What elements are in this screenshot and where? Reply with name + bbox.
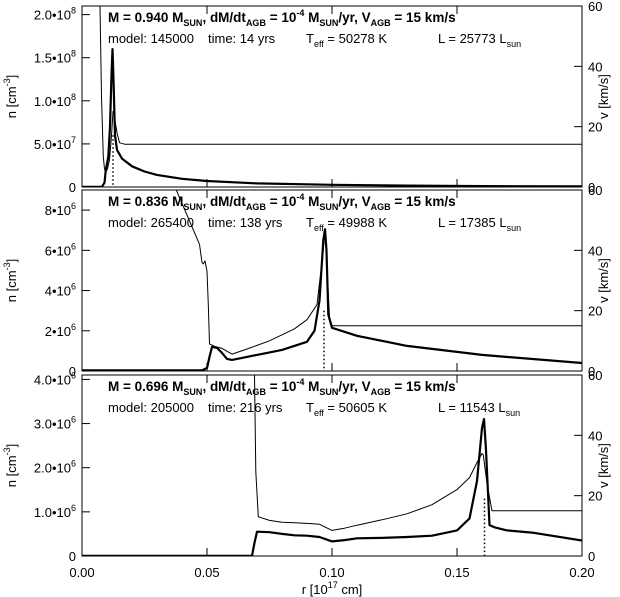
left-tick-label: 1.0•106 <box>34 503 76 520</box>
velocity-line <box>99 6 582 173</box>
model-label: model: 205000 <box>108 400 194 415</box>
x-axis-label: r [1017 cm] <box>302 580 363 597</box>
left-tick-label: 2•106 <box>45 322 76 339</box>
luminosity-label: L = 11543 Lsun <box>438 400 520 418</box>
y-left-axis-label: n [cm-3] <box>2 259 19 302</box>
time-label: time: 216 yrs <box>208 400 283 415</box>
density-line <box>82 418 582 556</box>
teff-label: Teff = 50278 K <box>306 31 387 49</box>
density-line <box>82 228 582 371</box>
x-tick-label: 0.10 <box>319 565 344 580</box>
right-tick-label: 20 <box>588 489 602 504</box>
left-tick-label: 1.0•108 <box>34 92 76 109</box>
teff-label: Teff = 49988 K <box>306 215 387 233</box>
y-left-axis-label: n [cm-3] <box>2 75 19 118</box>
left-tick-label: 6•106 <box>45 241 76 258</box>
teff-label: Teff = 50605 K <box>306 400 387 418</box>
right-tick-label: 40 <box>588 428 602 443</box>
panel-1: 0 20 40 60 n [cm-3] v [km/s] model: 145000 time… <box>2 0 611 195</box>
luminosity-label: L = 17385 Lsun <box>438 215 521 233</box>
left-tick-label: 2.0•106 <box>34 459 76 476</box>
y-left-axis-label: n [cm-3] <box>2 444 19 487</box>
y-right-axis-label: v [km/s] <box>596 74 611 119</box>
left-tick-label: 0 <box>69 180 76 195</box>
time-label: time: 14 yrs <box>208 31 276 46</box>
right-tick-label: 0 <box>588 549 595 564</box>
velocity-line-offscale <box>175 190 200 245</box>
model-label: model: 145000 <box>108 31 194 46</box>
panel-title: M = 0.836 MSUN, dM/dtAGB = 10-4 MSUN/yr,… <box>108 192 456 212</box>
density-line <box>82 48 582 187</box>
panel-2: 0 20 40 60 n [cm-3] v [km/s] model: 265400 time… <box>2 183 611 379</box>
right-tick-label: 40 <box>588 243 602 258</box>
left-tick-label: 2.0•108 <box>34 6 76 23</box>
x-tick-label: 0.15 <box>444 565 469 580</box>
panel-3: 0 20 40 60 n [cm-3] v [km/s] model: 205000 time… <box>2 368 611 564</box>
left-tick-label: 0 <box>69 549 76 564</box>
x-tick-label: 0.05 <box>194 565 219 580</box>
x-tick-label: 0.20 <box>569 565 594 580</box>
y-right-axis-label: v [km/s] <box>596 443 611 488</box>
right-tick-label: 20 <box>588 304 602 319</box>
left-tick-label: 0 <box>69 364 76 379</box>
y-right-axis-label: v [km/s] <box>596 258 611 303</box>
velocity-line <box>199 228 582 355</box>
x-tick-label: 0.00 <box>69 565 94 580</box>
time-label: time: 138 yrs <box>208 215 283 230</box>
panel-title: M = 0.940 MSUN, dM/dtAGB = 10-4 MSUN/yr,… <box>108 8 456 28</box>
right-tick-label: 60 <box>588 183 602 198</box>
right-tick-label: 40 <box>588 59 602 74</box>
left-tick-label: 4•106 <box>45 282 76 299</box>
model-label: model: 265400 <box>108 215 194 230</box>
left-tick-label: 4.0•106 <box>34 370 76 387</box>
left-tick-label: 1.5•108 <box>34 49 76 66</box>
left-tick-label: 8•106 <box>45 201 76 218</box>
right-tick-label: 0 <box>588 364 595 379</box>
right-tick-label: 20 <box>588 120 602 135</box>
right-tick-label: 60 <box>588 0 602 14</box>
panel-title: M = 0.696 MSUN, dM/dtAGB = 10-4 MSUN/yr,… <box>108 377 456 397</box>
luminosity-label: L = 25773 Lsun <box>438 31 521 49</box>
right-tick-label: 60 <box>588 368 602 383</box>
velocity-line <box>254 375 582 531</box>
right-tick-label: 0 <box>588 180 595 195</box>
left-tick-label: 5.0•107 <box>34 135 76 152</box>
left-tick-label: 3.0•106 <box>34 415 76 432</box>
